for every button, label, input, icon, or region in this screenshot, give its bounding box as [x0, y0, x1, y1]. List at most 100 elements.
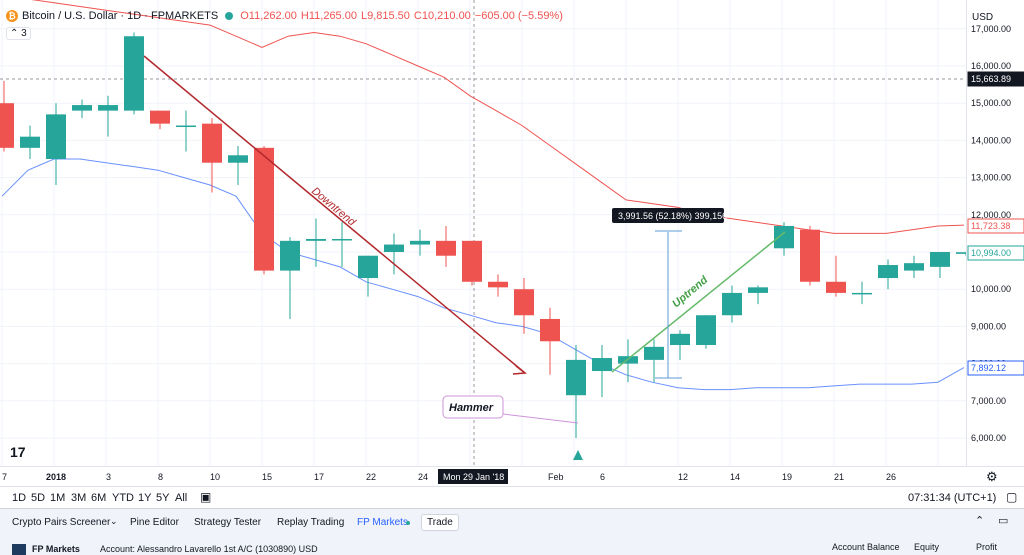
- price-tick: 6,000.00: [971, 433, 1006, 443]
- tab-replay-trading[interactable]: Replay Trading: [277, 517, 345, 528]
- chart-area[interactable]: Downtrend Uptrend 3,991.56 (52.18%) 399,15…: [0, 0, 966, 466]
- range-1m[interactable]: 1M: [50, 492, 66, 504]
- candle-body: [514, 289, 534, 316]
- upper-ma-price-label-box: [967, 218, 1024, 234]
- candle-body: [488, 281, 508, 288]
- candle-body: [956, 252, 966, 254]
- price-axis[interactable]: 17,000.00 16,000.00 15,000.00 14,000.00 13,0…: [967, 0, 1024, 466]
- ohlc-high: H11,265.00: [300, 10, 357, 22]
- candle-body: [644, 346, 664, 360]
- indicators-toggle[interactable]: ⌃ 3: [6, 27, 31, 40]
- lower-ma-price-label-box: [967, 360, 1024, 376]
- broker-logo-icon: [12, 544, 26, 555]
- downtrend-line: [143, 55, 526, 374]
- hammer-signal-arrow: [573, 450, 583, 460]
- price-tick: 9,000.00: [971, 321, 1006, 331]
- lower-moving-average: [1, 158, 965, 391]
- price-tick: 16,000.00: [971, 61, 1011, 71]
- candle-body: [20, 136, 40, 148]
- upper-moving-average: [31, 0, 965, 234]
- tab-crypto-pairs-screener[interactable]: Crypto Pairs Screener: [12, 517, 111, 528]
- range-all[interactable]: All: [175, 492, 188, 504]
- panel-toggle-icon[interactable]: ▢: [1006, 490, 1018, 504]
- uptrend-label: Uptrend: [670, 274, 710, 310]
- time-tick: 2018: [46, 472, 66, 482]
- candle-body: [826, 281, 846, 293]
- tab-strategy-tester[interactable]: Strategy Tester: [194, 517, 262, 528]
- bitcoin-icon: ₿: [6, 10, 18, 22]
- clock[interactable]: 07:31:34 (UTC+1): [908, 492, 997, 504]
- downtrend-arrowhead: [512, 365, 527, 375]
- candle-body: [228, 155, 248, 163]
- price-tick: 10,000.00: [971, 284, 1011, 294]
- last-price-label: 10,994.00: [971, 248, 1011, 258]
- candle-body: [358, 255, 378, 279]
- hammer-pointer: [502, 413, 579, 424]
- symbol-title[interactable]: Bitcoin / U.S. Dollar · 1D · FPMARKETS: [22, 10, 219, 22]
- candle-body: [878, 265, 898, 279]
- time-tick: 6: [600, 472, 605, 482]
- tradingview-logo-icon: 17: [10, 444, 26, 460]
- chevron-up-icon[interactable]: ⌃: [975, 515, 985, 527]
- time-tick: 26: [886, 472, 896, 482]
- candle-body: [150, 110, 170, 124]
- uptrend-line: [611, 231, 786, 373]
- candle-body: [670, 333, 690, 345]
- time-scale[interactable]: 7 2018 3 8 10 15 17 22 24 Feb 6 12 14 19 21 26 Mon 29 Ja…: [0, 466, 1024, 487]
- last-price-label-box: [967, 245, 1024, 261]
- candle-body: [566, 359, 586, 396]
- time-tick: 24: [418, 472, 428, 482]
- crosshair-date-label: Mon 29 Jan '18: [443, 472, 504, 482]
- candle-body: [722, 292, 742, 316]
- ohlc-low: L9,815.50: [360, 10, 410, 22]
- price-tick: 13,000.00: [971, 173, 1011, 183]
- ohlc-close: C10,210.00: [413, 10, 471, 22]
- date-range-icon[interactable]: ▣: [200, 490, 212, 504]
- measure-label: 3,991.56 (52.18%) 399,156: [618, 211, 727, 221]
- settings-gear-icon[interactable]: ⚙: [986, 469, 998, 484]
- range-6m[interactable]: 6M: [91, 492, 107, 504]
- equity-label: Equity: [914, 542, 940, 552]
- time-tick: 10: [210, 472, 220, 482]
- candle-body: [254, 147, 274, 271]
- candle-body: [332, 238, 352, 241]
- hammer-label: Hammer: [449, 402, 494, 414]
- tab-pine-editor[interactable]: Pine Editor: [130, 517, 179, 528]
- candle-body: [306, 238, 326, 241]
- maximize-icon[interactable]: ▭: [998, 515, 1009, 527]
- price-tick: 7,000.00: [971, 396, 1006, 406]
- range-3m[interactable]: 3M: [71, 492, 87, 504]
- indicator-count: 3: [21, 28, 27, 39]
- candle-body: [592, 358, 612, 372]
- time-tick: 15: [262, 472, 272, 482]
- tab-fp-markets[interactable]: FP Markets: [357, 517, 408, 528]
- hammer-box: [442, 395, 504, 419]
- trade-button[interactable]: Trade: [421, 514, 459, 531]
- currency-label[interactable]: USD: [972, 12, 994, 23]
- time-tick: 3: [106, 472, 111, 482]
- crosshair-price-label-box: [967, 71, 1024, 87]
- candle-body: [774, 225, 794, 249]
- market-open-dot: [225, 12, 234, 20]
- candle-body: [72, 105, 92, 111]
- range-ytd[interactable]: YTD: [112, 492, 134, 504]
- range-5d[interactable]: 5D: [31, 492, 46, 504]
- time-tick: 8: [158, 472, 163, 482]
- time-axis[interactable]: 7 2018 3 8 10 15 17 22 24 Feb 6 12 14 19 21 26 Mon 29 Ja…: [0, 467, 1024, 487]
- price-scale[interactable]: 17,000.00 16,000.00 15,000.00 14,000.00 13,0…: [966, 0, 1024, 466]
- range-bar: 1D 5D 1M 3M 6M YTD 1Y 5Y All ▣ 07:31:34 …: [0, 486, 1024, 509]
- candle-body: [176, 125, 196, 128]
- range-1d[interactable]: 1D: [12, 492, 27, 504]
- range-5y[interactable]: 5Y: [156, 492, 170, 504]
- candle-body: [410, 240, 430, 245]
- range-1y[interactable]: 1Y: [138, 492, 152, 504]
- chevron-down-icon[interactable]: ⌄: [110, 516, 118, 526]
- symbol-legend: ₿ Bitcoin / U.S. Dollar · 1D · FPMARKETS…: [6, 10, 563, 22]
- bottom-panel: Crypto Pairs Screener ⌄ Pine Editor Stra…: [0, 508, 1024, 555]
- price-tick: 15,000.00: [971, 98, 1011, 108]
- candle-body: [930, 252, 950, 267]
- candle-body: [904, 263, 924, 271]
- broker-name[interactable]: FP Markets: [32, 544, 80, 554]
- account-label[interactable]: Account: Alessandro Lavarello 1st A/C (1…: [100, 544, 318, 554]
